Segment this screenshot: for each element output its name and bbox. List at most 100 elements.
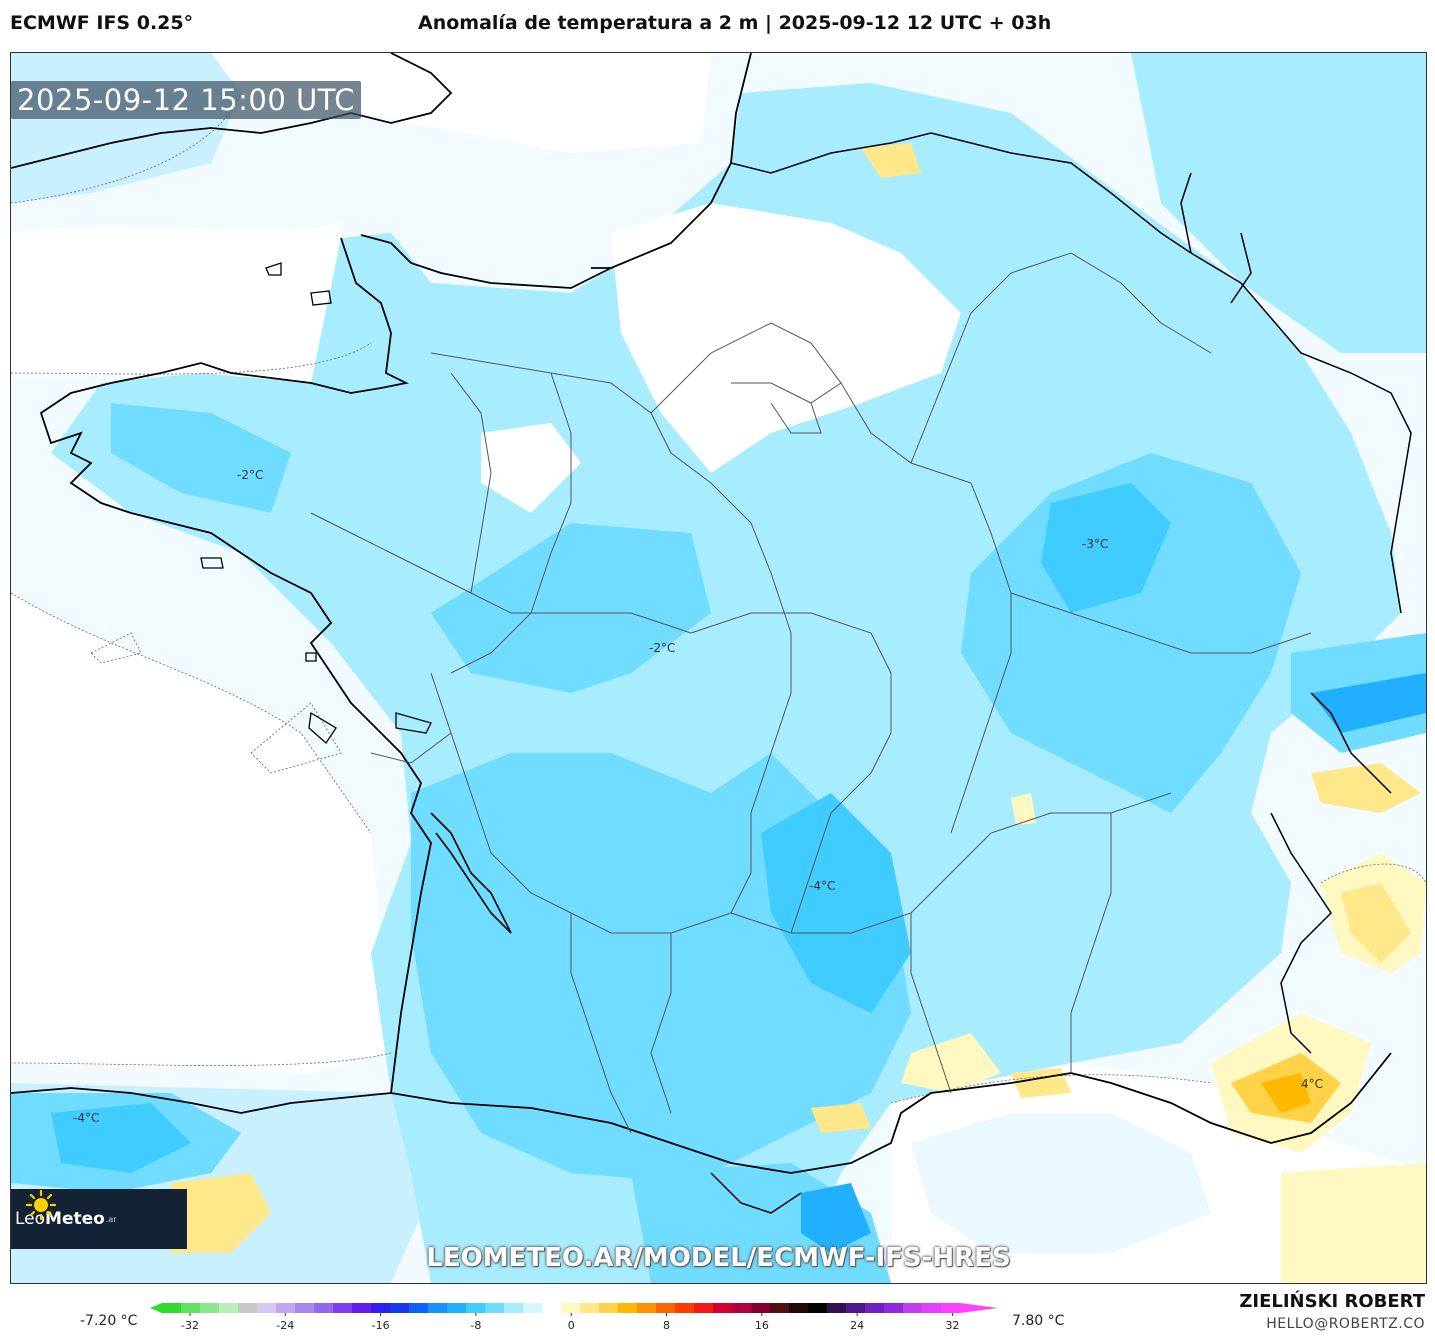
map-view[interactable]: 2025-09-12 15:00 UTC -2°C -3°C -2°C -4°C… bbox=[10, 52, 1427, 1284]
country-borders bbox=[710, 132, 1412, 1214]
colorbar-tick-label: 16 bbox=[755, 1319, 769, 1332]
colorbar-tick-label: 0 bbox=[568, 1319, 575, 1332]
colorbar-swatch bbox=[447, 1303, 467, 1313]
colorbar-swatch bbox=[922, 1303, 942, 1313]
anomaly-zone-minus3 bbox=[761, 793, 911, 1013]
anomaly-zone-minus2 bbox=[431, 523, 711, 693]
colorbar-swatch bbox=[599, 1303, 619, 1313]
colorbar-swatch bbox=[903, 1303, 923, 1313]
colorbar-max-label: 7.80 °C bbox=[1012, 1313, 1065, 1329]
anomaly-zone-plus2 bbox=[171, 1173, 271, 1253]
colorbar-swatch bbox=[504, 1303, 524, 1313]
anomaly-zone-plus2 bbox=[1311, 763, 1421, 813]
contour-label: 4°C bbox=[1301, 1077, 1324, 1091]
anomaly-zone-light bbox=[911, 1113, 1211, 1253]
colorbar-swatch bbox=[637, 1303, 657, 1313]
model-title: ECMWF IFS 0.25° bbox=[10, 12, 194, 34]
gironde-estuary bbox=[430, 812, 512, 934]
sun-icon bbox=[25, 1189, 57, 1221]
colorbar-swatch bbox=[295, 1303, 315, 1313]
colorbar-swatch bbox=[789, 1303, 809, 1313]
colorbar-swatch bbox=[846, 1303, 866, 1313]
colorbar-swatch bbox=[694, 1303, 714, 1313]
colorbar-swatch bbox=[371, 1303, 391, 1313]
colorbar-swatch bbox=[561, 1303, 581, 1313]
colorbar-swatch bbox=[238, 1303, 258, 1313]
colorbar-swatch bbox=[257, 1303, 277, 1313]
valid-time-text: 2025-09-12 15:00 UTC bbox=[17, 83, 356, 117]
colorbar-tick-label: 32 bbox=[945, 1319, 959, 1332]
colorbar-swatch bbox=[656, 1303, 676, 1313]
anomaly-zone-plus2 bbox=[1011, 1068, 1071, 1098]
colorbar-swatch bbox=[542, 1303, 562, 1313]
colorbar-swatch bbox=[219, 1303, 239, 1313]
source-watermark: LEOMETEO.AR/MODEL/ECMWF-IFS-HRES bbox=[426, 1243, 1011, 1273]
map-title: Anomalía de temperatura a 2 m | 2025-09-… bbox=[418, 12, 1052, 34]
anomaly-zone-neutral bbox=[611, 203, 961, 473]
contour-label: -3°C bbox=[1082, 537, 1109, 551]
colorbar-swatch bbox=[181, 1303, 201, 1313]
contour-label: -2°C bbox=[649, 641, 676, 655]
colorbar-swatch bbox=[390, 1303, 410, 1313]
anomaly-zone-plus3 bbox=[1261, 1073, 1311, 1113]
contour-label: -4°C bbox=[809, 879, 836, 893]
colorbar-tick-label: -24 bbox=[276, 1319, 294, 1332]
anomaly-zone-plus2 bbox=[861, 143, 921, 178]
colorbar-swatch bbox=[884, 1303, 904, 1313]
colorbar-swatch bbox=[200, 1303, 220, 1313]
anomaly-zone-minus4 bbox=[1311, 673, 1426, 733]
colorbar-swatch bbox=[713, 1303, 733, 1313]
colorbar-swatch bbox=[751, 1303, 771, 1313]
anomaly-contours bbox=[11, 92, 1426, 1104]
colorbar-swatch bbox=[162, 1303, 182, 1313]
colorbar-tick-label: -32 bbox=[181, 1319, 199, 1332]
leometeo-logo[interactable]: LeoMeteo .ar bbox=[11, 1189, 187, 1249]
anomaly-zone-minus1 bbox=[51, 83, 1401, 1283]
anomaly-zone-minus3 bbox=[1041, 483, 1171, 613]
valid-time-badge: 2025-09-12 15:00 UTC bbox=[11, 81, 362, 119]
colorbar-swatch bbox=[523, 1303, 543, 1313]
anomaly-zone-plus2 bbox=[811, 1103, 871, 1133]
colorbar-tick-label: -16 bbox=[372, 1319, 390, 1332]
logo-tld: .ar bbox=[105, 1214, 117, 1224]
logo-text: LeoMeteo bbox=[15, 1209, 105, 1229]
anomaly-zone-plus1 bbox=[1281, 1163, 1426, 1283]
colorbar-swatch bbox=[276, 1303, 296, 1313]
anomaly-zone-plus1 bbox=[901, 1033, 1001, 1093]
colorbar-swatch bbox=[352, 1303, 372, 1313]
temperature-anomaly-map bbox=[11, 53, 1426, 1283]
colorbar-swatch bbox=[865, 1303, 885, 1313]
colorbar-swatch bbox=[428, 1303, 448, 1313]
colorbar-tick-label: 24 bbox=[850, 1319, 864, 1332]
colorbar-swatch bbox=[808, 1303, 828, 1313]
anomaly-zone-neutral bbox=[481, 423, 581, 513]
colorbar-swatch bbox=[618, 1303, 638, 1313]
regional-boundaries bbox=[310, 252, 1312, 1134]
author-name: ZIELIŃSKI ROBERT bbox=[1239, 1291, 1425, 1312]
anomaly-zone-minus4 bbox=[801, 1183, 871, 1253]
colorbar-swatch bbox=[770, 1303, 790, 1313]
colorbar-swatch bbox=[314, 1303, 334, 1313]
anomaly-zone-neutral bbox=[211, 53, 711, 153]
colorbar-swatch bbox=[827, 1303, 847, 1313]
anomaly-zone-plus2 bbox=[1341, 883, 1411, 963]
colorbar-extend-high bbox=[960, 1303, 998, 1313]
colorbar-swatch bbox=[333, 1303, 353, 1313]
anomaly-zone-neutral bbox=[11, 593, 391, 1073]
colorbar-min-label: -7.20 °C bbox=[80, 1313, 138, 1329]
colorbar-swatch bbox=[675, 1303, 695, 1313]
colorbar-extend-low bbox=[150, 1303, 162, 1313]
colorbar-swatch bbox=[466, 1303, 486, 1313]
colorbar-swatch bbox=[485, 1303, 505, 1313]
anomaly-zone-plus1 bbox=[1011, 793, 1036, 825]
anomaly-zone-minus1 bbox=[1131, 53, 1426, 353]
anomaly-zone-minus3 bbox=[51, 1103, 191, 1173]
colorbar-swatch bbox=[941, 1303, 961, 1313]
contour-label: -2°C bbox=[237, 468, 264, 482]
author-email: HELLO@ROBERTZ.CO bbox=[1266, 1316, 1425, 1332]
anomaly-zone-minus2 bbox=[111, 403, 291, 513]
islands bbox=[200, 262, 432, 744]
colorbar-swatch bbox=[732, 1303, 752, 1313]
colorbar-tick-label: -8 bbox=[470, 1319, 481, 1332]
colorbar-swatch bbox=[580, 1303, 600, 1313]
